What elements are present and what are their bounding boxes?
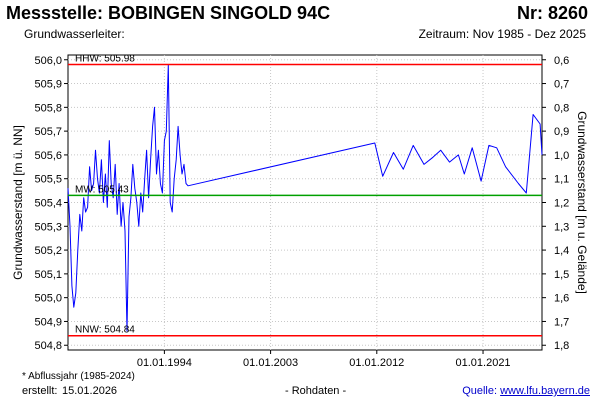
y-tick-label-right: 0,6 [554,55,569,67]
y-tick-label-left: 505,9 [34,79,62,91]
y-tick-label-right: 1,5 [554,269,569,281]
reference-line-label: MW: 505.43 [75,184,129,195]
y-tick-label-right: 1,4 [554,245,569,257]
y-tick-label-right: 0,9 [554,126,569,138]
aquifer-label: Grundwasserleiter: [24,27,125,41]
y-tick-label-right: 1,2 [554,198,569,210]
created-label: erstellt: [22,385,58,397]
y-tick-label-left: 505,3 [34,221,62,233]
y-tick-label-left: 505,0 [34,293,62,305]
y-tick-label-right: 1,0 [554,150,569,162]
reference-line-label: HHW: 505.98 [75,54,135,65]
y-tick-label-left: 505,4 [34,198,62,210]
station-number: Nr: 8260 [516,3,588,23]
y-tick-label-left: 504,8 [34,340,62,352]
y-tick-label-left: 506,0 [34,55,62,67]
x-tick-label: 01.01.1994 [137,357,192,369]
reference-line-label: NNW: 504.84 [75,325,135,336]
y-tick-label-right: 1,1 [554,174,569,186]
y-tick-label-left: 505,1 [34,269,62,281]
y-tick-label-left: 505,6 [34,150,62,162]
period-label: Zeitraum: Nov 1985 - Dez 2025 [418,27,586,41]
y-tick-label-left: 504,9 [34,316,62,328]
rawdata-label: - Rohdaten - [285,385,347,397]
y-tick-label-left: 505,8 [34,102,62,114]
created-date: 15.01.2026 [62,385,118,397]
y-tick-label-left: 505,5 [34,174,62,186]
x-tick-label: 01.01.2003 [243,357,298,369]
x-tick-label: 01.01.2021 [456,357,511,369]
x-tick-label: 01.01.2012 [349,357,404,369]
y-tick-label-right: 1,3 [554,221,569,233]
y-axis-label-left: Grundwasserstand [m ü. NN] [11,125,25,280]
y-tick-label-right: 0,7 [554,79,569,91]
y-tick-label-left: 505,2 [34,245,62,257]
y-tick-label-right: 1,7 [554,316,569,328]
source-label: Quelle: [462,385,498,397]
station-title: Messstelle: BOBINGEN SINGOLD 94C [6,3,331,23]
y-tick-label-right: 0,8 [554,102,569,114]
source: Quelle: www.lfu.bayern.de [462,385,590,397]
source-link[interactable]: www.lfu.bayern.de [500,385,590,397]
y-tick-label-right: 1,8 [554,340,569,352]
series-line-0 [67,64,543,332]
y-axis-label-right: Grundwasserstand [m u. Gelände] [575,111,589,294]
y-tick-label-right: 1,6 [554,293,569,305]
footnote: * Abflussjahr (1985-2024) [22,371,135,382]
y-tick-label-left: 505,7 [34,126,62,138]
